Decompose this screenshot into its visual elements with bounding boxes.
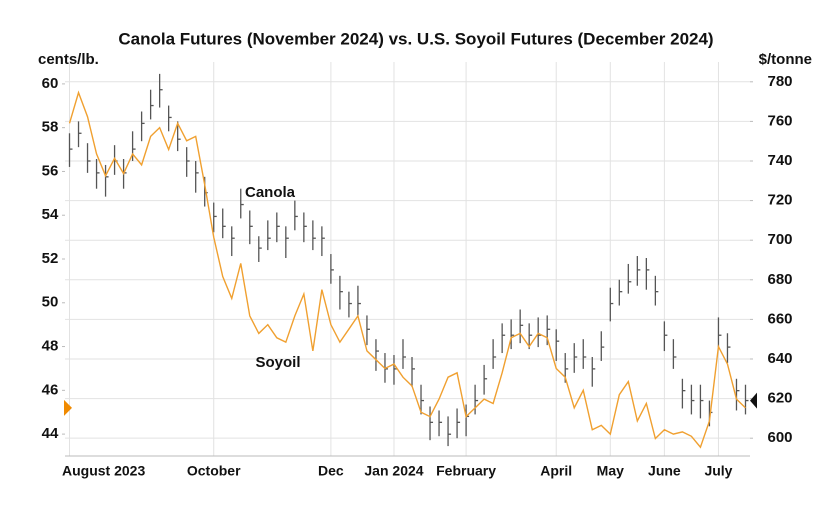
y2-tick-label: 760 xyxy=(767,112,792,129)
y-tick-label: 58 xyxy=(42,119,59,136)
last-value-marker xyxy=(64,399,72,416)
y2-tick-label: 700 xyxy=(767,231,792,248)
y2-tick-label: 660 xyxy=(767,310,792,327)
series-label: Canola xyxy=(245,184,296,201)
x-tick-label: October xyxy=(187,463,241,479)
line-series xyxy=(68,90,746,449)
y2-axis-label: $/tonne xyxy=(759,51,812,68)
x-tick-label: Jan 2024 xyxy=(364,463,423,479)
y2-tick-label: 620 xyxy=(767,390,792,407)
y-tick-label: 52 xyxy=(42,250,59,267)
y-axis-label: cents/lb. xyxy=(38,51,99,68)
y2-tick-label: 680 xyxy=(767,271,792,288)
y2-tick-label: 720 xyxy=(767,192,792,209)
y-tick-label: 44 xyxy=(42,425,59,442)
x-tick-label: June xyxy=(648,463,681,479)
x-tick-label: July xyxy=(704,463,732,479)
y-tick-label: 46 xyxy=(42,381,59,398)
y2-tick-label: 640 xyxy=(767,350,792,367)
y2-tick-label: 600 xyxy=(767,429,792,446)
y2-tick-label: 740 xyxy=(767,152,792,169)
x-tick-label: May xyxy=(597,463,624,479)
series-label: Soyoil xyxy=(255,354,300,371)
y-tick-label: 54 xyxy=(42,206,59,223)
y-tick-label: 50 xyxy=(42,294,59,311)
x-tick-label: February xyxy=(436,463,496,479)
y-tick-label: 56 xyxy=(42,162,59,179)
y-tick-label: 48 xyxy=(42,338,59,355)
chart-title: Canola Futures (November 2024) vs. U.S. … xyxy=(118,29,713,48)
y2-tick-label: 780 xyxy=(767,73,792,90)
y-tick-label: 60 xyxy=(42,75,59,92)
x-tick-label: August 2023 xyxy=(62,463,145,479)
x-tick-label: Dec xyxy=(318,463,344,479)
last-value-marker xyxy=(750,392,757,409)
x-tick-label: April xyxy=(540,463,572,479)
